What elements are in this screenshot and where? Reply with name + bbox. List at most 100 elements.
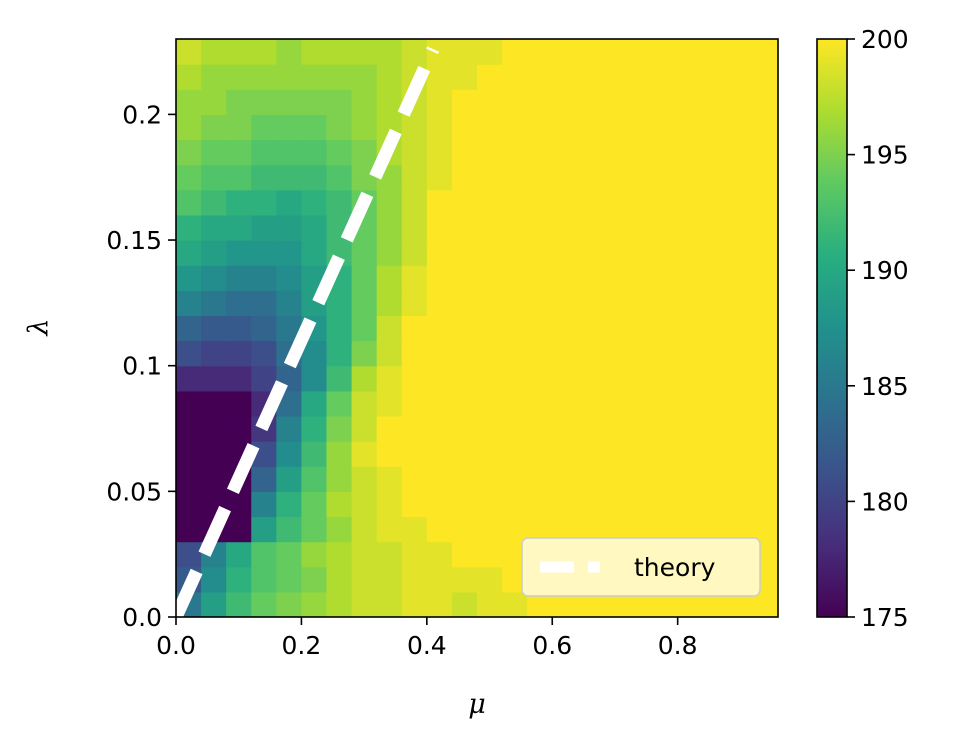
heatmap-cell	[677, 415, 704, 442]
heatmap-cell	[602, 89, 629, 115]
heatmap-cell	[376, 390, 403, 417]
colorbar-tick-label: 185	[861, 372, 909, 401]
heatmap-cell	[201, 441, 227, 467]
heatmap-cell	[201, 89, 227, 115]
heatmap-cell	[502, 466, 528, 492]
heatmap-cell	[276, 189, 303, 216]
heatmap-cell	[426, 441, 453, 467]
heatmap-cell	[552, 441, 578, 467]
heatmap-cell	[502, 39, 528, 65]
heatmap-cell	[702, 365, 729, 392]
heatmap-cell	[627, 290, 654, 317]
heatmap-cell	[527, 365, 553, 392]
heatmap-cell	[627, 466, 654, 492]
heatmap-cell	[276, 516, 303, 543]
heatmap-cell	[251, 315, 277, 342]
heatmap-cell	[201, 340, 227, 367]
theory-layer	[176, 46, 440, 617]
heatmap-cell	[677, 441, 704, 467]
heatmap-cell	[652, 114, 679, 141]
heatmap-cell	[426, 214, 453, 241]
heatmap-cell	[652, 265, 679, 291]
heatmap-cell	[276, 89, 303, 115]
heatmap-cell	[251, 365, 277, 392]
heatmap-cell	[752, 189, 778, 216]
heatmap-cell	[752, 591, 778, 617]
heatmap-cell	[226, 189, 252, 216]
heatmap-cell	[527, 466, 553, 492]
heatmap-cell	[351, 566, 378, 593]
heatmap-cell	[401, 315, 428, 342]
heatmap-cell	[727, 114, 754, 141]
heatmap-cell	[426, 466, 453, 492]
heatmap-cell	[401, 265, 428, 291]
heatmap-cell	[301, 89, 328, 115]
heatmap-cell	[502, 64, 528, 90]
heatmap-cell	[652, 290, 679, 317]
heatmap-cell	[451, 114, 478, 141]
heatmap-cell	[577, 64, 604, 90]
colorbar-tick-label: 195	[861, 141, 909, 170]
heatmap-cell	[376, 415, 403, 442]
heatmap-cell	[451, 365, 478, 392]
heatmap-cell	[251, 214, 277, 241]
heatmap-cell	[251, 591, 277, 617]
heatmap-cell	[451, 491, 478, 518]
legend-theory-label: theory	[634, 553, 716, 582]
heatmap-cell	[702, 466, 729, 492]
heatmap-cell	[301, 466, 328, 492]
heatmap-cell	[677, 491, 704, 518]
heatmap-cell	[201, 390, 227, 417]
heatmap-cell	[577, 265, 604, 291]
heatmap-cell	[752, 240, 778, 266]
heatmap-cell	[577, 114, 604, 141]
heatmap-cell	[577, 214, 604, 241]
heatmap-cell	[477, 415, 503, 442]
heatmap-cell	[251, 290, 277, 317]
heatmap-cell	[502, 189, 528, 216]
heatmap-cell	[627, 64, 654, 90]
heatmap-cell	[301, 240, 328, 266]
heatmap-cell	[602, 466, 629, 492]
heatmap-cell	[727, 39, 754, 65]
heatmap-cell	[502, 114, 528, 141]
heatmap-cell	[226, 340, 252, 367]
heatmap-cell	[602, 415, 629, 442]
theory-line	[176, 46, 440, 617]
heatmap-cell	[752, 516, 778, 543]
heatmap-cell	[176, 541, 202, 568]
heatmap-cell	[451, 516, 478, 543]
heatmap-cell	[602, 390, 629, 417]
heatmap-cell	[577, 315, 604, 342]
heatmap-cell	[201, 265, 227, 291]
heatmap-cell	[351, 64, 378, 90]
heatmap-cell	[301, 114, 328, 141]
heatmap-cell	[276, 164, 303, 191]
colorbar-tick-label: 180	[861, 487, 909, 516]
heatmap-cell	[201, 315, 227, 342]
heatmap-cell	[527, 89, 553, 115]
heatmap-cell	[677, 340, 704, 367]
heatmap-cell	[276, 441, 303, 467]
heatmap-cell	[251, 541, 277, 568]
heatmap-cell	[552, 64, 578, 90]
heatmap-cell	[301, 491, 328, 518]
heatmap-cell	[226, 39, 252, 65]
heatmap-cell	[627, 265, 654, 291]
heatmap-cell	[401, 390, 428, 417]
heatmap-cell	[226, 114, 252, 141]
heatmap-cell	[351, 390, 378, 417]
heatmap-cell	[477, 39, 503, 65]
heatmap-cell	[251, 164, 277, 191]
heatmap-cell	[602, 114, 629, 141]
heatmap-cell	[326, 64, 353, 90]
heatmap-cell	[401, 214, 428, 241]
heatmap-cell	[226, 290, 252, 317]
heatmap-cell	[251, 265, 277, 291]
heatmap-cell	[652, 365, 679, 392]
heatmap-cell	[176, 466, 202, 492]
y-tick-label: 0.0	[122, 603, 162, 632]
heatmap-cell	[477, 240, 503, 266]
heatmap-cell	[727, 240, 754, 266]
heatmap-cell	[251, 466, 277, 492]
